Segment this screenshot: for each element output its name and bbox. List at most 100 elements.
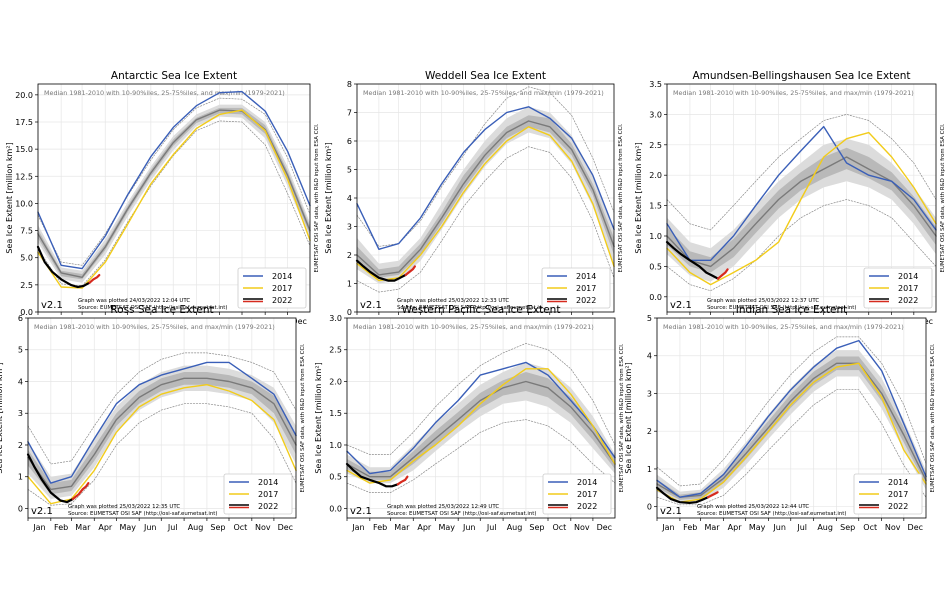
legend-box (542, 473, 612, 515)
month-label: Nov (574, 523, 590, 532)
version-label: v2.1 (350, 506, 372, 517)
plotted-note: Graph was plotted 25/03/2022 12:33 UTC (397, 298, 509, 304)
month-label: Dec (291, 317, 306, 326)
legend-label: 2014 (888, 478, 908, 487)
series-2014-line (37, 90, 311, 270)
legend-label: 2017 (272, 284, 292, 293)
y-tick-label: 3 (647, 389, 652, 398)
series-2022-recent-line (71, 482, 90, 501)
y-tick-label: 5 (347, 166, 352, 175)
version-label: v2.1 (41, 300, 63, 311)
y-tick-label: 2.5 (20, 281, 33, 290)
series-2014-line (356, 106, 615, 250)
month-label: Jul (486, 523, 497, 532)
median-line (656, 362, 927, 498)
median-note: Median 1981-2010 with 10-90%iles, 25-75%… (663, 323, 904, 331)
series-2022-recent-line (716, 268, 729, 280)
median-line (37, 109, 311, 278)
y-tick-label: 2 (18, 441, 23, 450)
y-tick-label: 17.5 (15, 118, 33, 127)
plot-frame (37, 83, 311, 313)
month-label: Nov (255, 523, 271, 532)
month-label: Sep (210, 523, 225, 532)
y-axis-label: Sea Ice Extent [million km²] (5, 142, 14, 253)
legend-box (863, 267, 933, 309)
month-label: May (119, 523, 136, 532)
y-tick-label: 0.5 (329, 473, 342, 482)
month-label: Sep (529, 523, 544, 532)
y-tick-label: 3.0 (649, 110, 662, 119)
legend-label: 2014 (898, 272, 918, 281)
median-note: Median 1981-2010 with 10-90%iles, 25-75%… (44, 89, 285, 97)
chart-title: Antarctic Sea Ice Extent (111, 70, 237, 82)
median-line (356, 120, 615, 276)
month-label: Apr (417, 523, 432, 532)
month-label: Feb (683, 523, 697, 532)
side-note: EUMETSAT OSI SAF data, with R&D input fr… (940, 123, 946, 272)
min-line (656, 389, 927, 506)
month-label: Mar (75, 523, 91, 532)
series-2017-line (37, 109, 311, 289)
median-note: Median 1981-2010 with 10-90%iles, 25-75%… (363, 89, 604, 97)
y-tick-label: 2.0 (649, 171, 662, 180)
chart-panel: Amundsen-Bellingshausen Sea Ice Extent Me… (634, 70, 946, 326)
y-tick-label: 2 (647, 427, 652, 436)
month-label: Jun (462, 523, 476, 532)
chart-panel: Western Pacific Sea Ice Extent Median 198… (314, 304, 625, 532)
y-axis-label: Sea Ice Extent [million km²] (634, 142, 643, 253)
y-tick-label: 5.0 (20, 254, 33, 263)
series-2022-line (355, 259, 407, 282)
month-label: Sep (840, 523, 855, 532)
chart-title: Ross Sea Ice Extent (110, 304, 213, 316)
series-2014-line (27, 361, 297, 484)
y-tick-label: 0.0 (649, 293, 662, 302)
source-note: Source: EUMETSAT OSI SAF (http://osi-saf… (78, 305, 228, 311)
y-tick-label: 3 (18, 409, 23, 418)
version-label: v2.1 (31, 506, 53, 517)
legend-label: 2017 (888, 490, 908, 499)
month-label: Jan (661, 523, 674, 532)
y-tick-label: 1 (347, 280, 352, 289)
y-tick-label: 2.5 (329, 346, 342, 355)
legend-label: 2022 (898, 296, 918, 305)
series-2022-recent-line (396, 475, 409, 486)
y-tick-label: 1.0 (649, 232, 662, 241)
month-label: Aug (507, 523, 523, 532)
month-label: Dec (597, 523, 612, 532)
month-label: Nov (885, 523, 901, 532)
month-label: Mar (394, 523, 410, 532)
series-2022-line (655, 486, 710, 504)
y-tick-label: 15.0 (15, 145, 33, 154)
month-label: May (749, 523, 766, 532)
series-2022-recent-line (404, 265, 416, 276)
y-tick-label: 0 (647, 503, 652, 512)
month-label: Aug (817, 523, 833, 532)
y-tick-label: 5 (18, 346, 23, 355)
series-2014-line (666, 125, 937, 261)
month-label: Jan (351, 523, 364, 532)
median-note: Median 1981-2010 with 10-90%iles, 25-75%… (673, 89, 914, 97)
chart-title: Indian Sea Ice Extent (736, 304, 848, 316)
legend-label: 2014 (258, 478, 278, 487)
legend-label: 2014 (577, 478, 597, 487)
percentile-10-90-band (38, 104, 310, 283)
plotted-note: Graph was plotted 25/03/2022 12:44 UTC (697, 504, 809, 510)
source-note: Source: EUMETSAT OSI SAF (http://osi-saf… (68, 511, 218, 517)
month-label: Dec (278, 523, 293, 532)
month-label: Oct (863, 523, 877, 532)
plot-frame (27, 317, 297, 519)
y-tick-label: 0 (18, 504, 23, 513)
series-2022-line (345, 462, 399, 488)
source-note: Source: EUMETSAT OSI SAF (http://osi-saf… (397, 305, 547, 311)
series-2014-line (656, 339, 927, 498)
month-label: Apr (728, 523, 743, 532)
y-tick-label: 4 (347, 194, 352, 203)
y-tick-label: 1.5 (329, 409, 342, 418)
legend-label: 2022 (888, 502, 908, 511)
series-2022-recent-line (706, 491, 719, 499)
y-axis-label: Sea Ice Extent [million km²] (314, 362, 323, 473)
y-tick-label: 20.0 (15, 91, 33, 100)
chart-title: Western Pacific Sea Ice Extent (402, 304, 561, 316)
max-line (27, 352, 297, 465)
